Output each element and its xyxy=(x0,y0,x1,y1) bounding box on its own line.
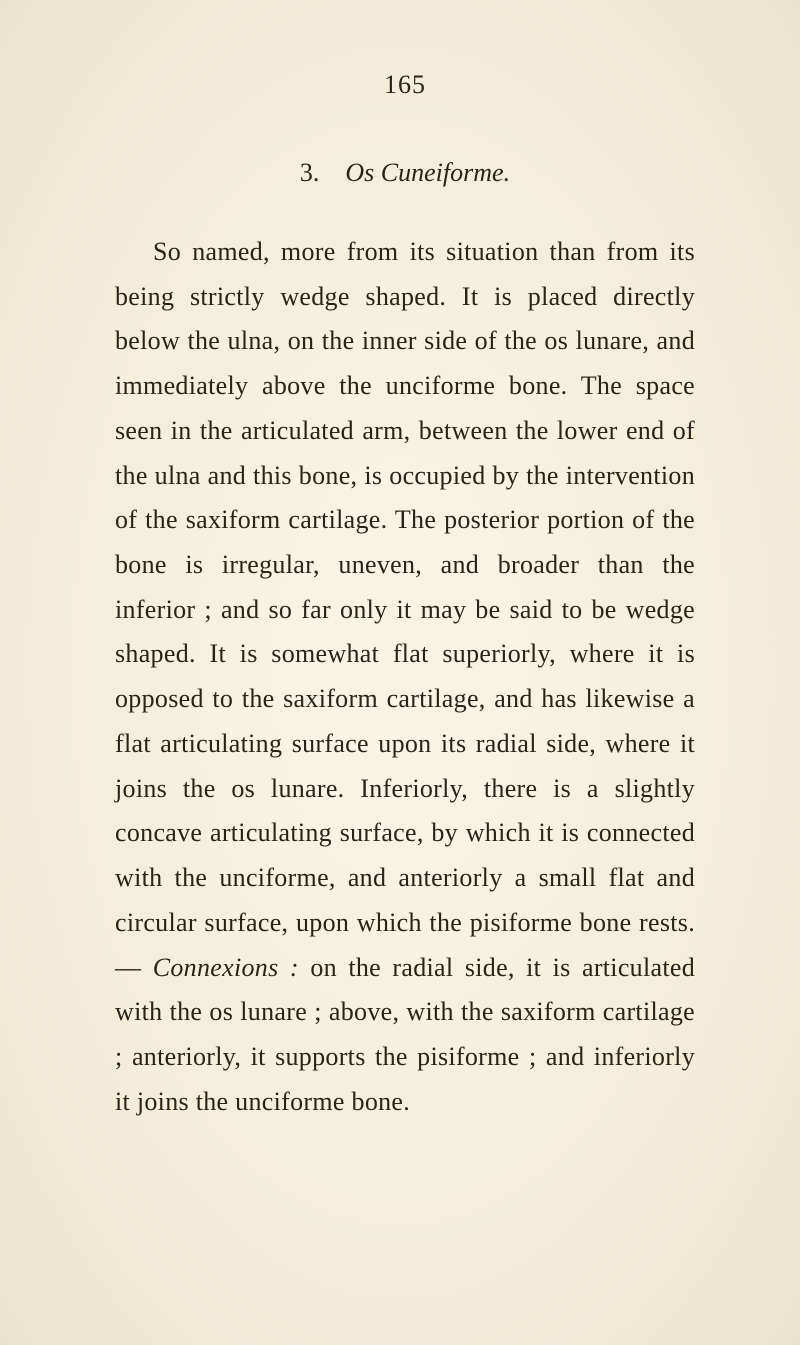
section-title: 3. Os Cuneiforme. xyxy=(115,158,695,188)
section-number: 3. xyxy=(300,158,320,187)
section-name: Os Cuneiforme. xyxy=(345,158,510,187)
page-container: 165 3. Os Cuneiforme. So named, more fro… xyxy=(0,0,800,1345)
body-emphasis-connexions: Connexions : xyxy=(153,953,299,982)
page-number: 165 xyxy=(115,70,695,100)
body-paragraph: So named, more from its situation than f… xyxy=(115,230,695,1124)
body-text-a: So named, more from its situation than f… xyxy=(115,237,695,982)
